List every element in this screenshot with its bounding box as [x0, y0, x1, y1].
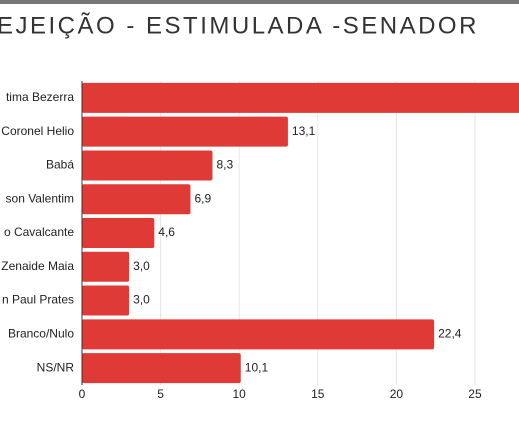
y-tick-label: Zenaide Maia [1, 259, 74, 273]
bar [82, 285, 130, 316]
x-tick-label: 20 [390, 387, 404, 401]
value-label: 6,9 [194, 191, 211, 205]
value-label: 4,6 [158, 225, 175, 239]
x-tick-label: 5 [157, 387, 164, 401]
bar [82, 184, 191, 215]
x-tick-label: 15 [311, 387, 325, 401]
y-tick-label: Coronel Helio [1, 124, 74, 138]
value-label: 3,0 [133, 259, 150, 273]
value-label: 8,3 [216, 158, 233, 172]
bar [82, 319, 435, 350]
bar [82, 82, 519, 113]
y-tick-label: Babá [46, 158, 74, 172]
y-tick-label: Branco/Nulo [8, 327, 74, 341]
top-bar [0, 0, 519, 4]
value-label: 13,1 [292, 124, 316, 138]
y-tick-label: son Valentim [6, 191, 74, 205]
x-tick-label: 10 [233, 387, 247, 401]
x-tick-label: 0 [79, 387, 86, 401]
value-label: 10,1 [245, 360, 269, 374]
y-tick-label: tima Bezerra [6, 90, 74, 104]
chart-title: EJEIÇÃO - ESTIMULADA -SENADOR [0, 12, 479, 39]
bar [82, 116, 288, 147]
bar [82, 251, 130, 282]
y-tick-label: n Paul Prates [2, 293, 74, 307]
bar [82, 218, 155, 248]
bar [82, 150, 213, 181]
y-tick-label: o Cavalcante [4, 225, 74, 239]
bar [82, 353, 241, 384]
value-label: 22,4 [438, 327, 462, 341]
x-tick-label: 25 [468, 387, 482, 401]
value-label: 3,0 [133, 293, 150, 307]
y-tick-label: NS/NR [37, 360, 75, 374]
